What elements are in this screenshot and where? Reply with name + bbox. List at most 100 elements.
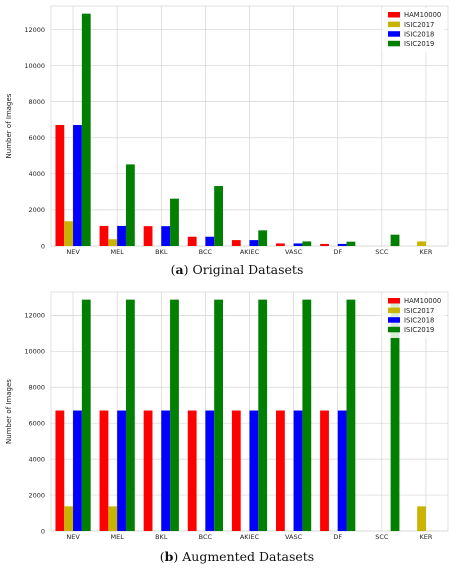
x-tick-label: DF bbox=[333, 248, 342, 256]
caption-letter: b bbox=[164, 549, 174, 564]
legend-swatch-isic2018 bbox=[388, 31, 400, 37]
bar-chart-original: 0 2000 4000 6000 8000 10000 12000 NEV MEL BKL BCC A… bbox=[5, 5, 449, 256]
bar-isic2017-ker bbox=[417, 241, 426, 246]
y-tick-label: 4000 bbox=[28, 170, 45, 178]
legend-label-isic2019: ISIC2019 bbox=[404, 40, 434, 48]
bar-isic2018-bcc bbox=[205, 236, 215, 246]
bar-isic2019-mel bbox=[125, 299, 135, 531]
y-axis-title: Number of Images bbox=[5, 379, 13, 444]
x-tick-label: BCC bbox=[199, 248, 213, 256]
caption-text: Original Datasets bbox=[192, 262, 304, 277]
bar-isic2018-akiec bbox=[249, 240, 259, 246]
bar-isic2019-bkl bbox=[170, 299, 179, 531]
bar-isic2018-nev bbox=[73, 125, 82, 246]
legend-swatch-ham10000 bbox=[388, 298, 400, 304]
caption-letter: a bbox=[175, 262, 184, 277]
bar-chart-augmented: 0 2000 4000 6000 8000 10000 12000 NEV MEL BKL BCC A… bbox=[5, 291, 449, 541]
bar-isic2019-nev bbox=[81, 13, 91, 247]
legend-label-isic2017: ISIC2017 bbox=[404, 21, 434, 29]
legend-label-isic2018: ISIC2018 bbox=[404, 316, 434, 324]
x-tick-label: VASC bbox=[285, 248, 303, 256]
y-tick-label: 10000 bbox=[24, 348, 45, 356]
y-tick-label: 2000 bbox=[28, 491, 45, 499]
caption-text: Augmented Datasets bbox=[182, 549, 315, 564]
bar-isic2017-nev bbox=[64, 221, 74, 246]
bar-isic2019-df bbox=[346, 299, 356, 531]
bar-ham10000-df bbox=[320, 410, 329, 531]
x-tick-label: SCC bbox=[375, 248, 389, 256]
bar-isic2017-mel bbox=[108, 506, 118, 531]
x-tick-label: BKL bbox=[155, 248, 168, 256]
bar-ham10000-mel bbox=[99, 225, 109, 246]
bar-isic2019-df bbox=[346, 241, 356, 246]
x-tick-label: NEV bbox=[66, 533, 80, 541]
bar-isic2018-akiec bbox=[249, 410, 259, 531]
legend-label-isic2019: ISIC2019 bbox=[404, 326, 434, 334]
y-tick-label: 12000 bbox=[24, 312, 45, 320]
y-tick-label: 10000 bbox=[24, 62, 45, 70]
chart-panel-original: 0 2000 4000 6000 8000 10000 12000 NEV MEL BKL BCC A… bbox=[0, 0, 474, 256]
bar-isic2017-ker bbox=[417, 506, 426, 531]
bar-isic2017-mel bbox=[108, 239, 118, 246]
x-tick-label: MEL bbox=[110, 248, 124, 256]
bar-isic2019-scc bbox=[390, 299, 400, 531]
bar-isic2019-nev bbox=[81, 299, 91, 531]
bar-ham10000-akiec bbox=[231, 240, 241, 246]
x-tick-label: KER bbox=[419, 248, 432, 256]
bar-isic2018-bkl bbox=[161, 410, 171, 531]
chart-panel-augmented: 0 2000 4000 6000 8000 10000 12000 NEV MEL BKL BCC A… bbox=[0, 286, 474, 544]
y-tick-label: 4000 bbox=[28, 455, 45, 463]
bar-isic2019-mel bbox=[125, 164, 135, 246]
bar-isic2019-vasc bbox=[302, 299, 312, 531]
y-tick-label: 2000 bbox=[28, 206, 45, 214]
legend-label-ham10000: HAM10000 bbox=[404, 297, 441, 305]
caption-augmented: (b) Augmented Datasets bbox=[159, 549, 315, 564]
x-tick-label: BKL bbox=[155, 533, 168, 541]
bar-isic2018-bcc bbox=[205, 410, 215, 531]
legend-swatch-isic2019 bbox=[388, 40, 400, 47]
legend-swatch-ham10000 bbox=[388, 12, 400, 18]
legend-swatch-isic2018 bbox=[388, 317, 400, 323]
y-tick-label: 8000 bbox=[28, 98, 45, 106]
bar-ham10000-nev bbox=[55, 410, 65, 531]
x-tick-label: DF bbox=[333, 533, 342, 541]
x-tick-label: AKIEC bbox=[240, 248, 260, 256]
x-tick-label: BCC bbox=[199, 533, 213, 541]
x-tick-label: VASC bbox=[285, 533, 303, 541]
bar-isic2018-vasc bbox=[293, 410, 303, 531]
x-tick-label: MEL bbox=[110, 533, 124, 541]
bar-ham10000-akiec bbox=[231, 410, 241, 531]
bar-isic2017-nev bbox=[64, 506, 74, 531]
legend-swatch-isic2019 bbox=[388, 326, 400, 333]
y-tick-label: 6000 bbox=[28, 134, 45, 142]
bar-isic2018-nev bbox=[73, 410, 82, 531]
bar-ham10000-df bbox=[320, 243, 329, 246]
bar-isic2018-df bbox=[337, 243, 347, 246]
y-tick-label: 12000 bbox=[24, 26, 45, 34]
bar-ham10000-bkl bbox=[143, 226, 153, 246]
bar-isic2019-vasc bbox=[302, 241, 312, 246]
bar-isic2019-bcc bbox=[214, 186, 223, 246]
y-tick-label: 6000 bbox=[28, 419, 45, 427]
legend-swatch-isic2017 bbox=[388, 21, 400, 28]
legend-label-isic2017: ISIC2017 bbox=[404, 307, 434, 315]
bar-isic2018-df bbox=[337, 410, 347, 531]
bar-isic2019-bcc bbox=[214, 299, 223, 531]
caption-original: (a) Original Datasets bbox=[170, 262, 304, 277]
bar-ham10000-vasc bbox=[276, 243, 285, 246]
legend-label-isic2018: ISIC2018 bbox=[404, 30, 434, 38]
bar-ham10000-nev bbox=[55, 125, 65, 246]
y-tick-label: 0 bbox=[41, 527, 45, 535]
bar-ham10000-mel bbox=[99, 410, 109, 531]
bar-isic2019-akiec bbox=[258, 299, 268, 531]
y-axis-title: Number of Images bbox=[5, 93, 13, 158]
bar-ham10000-vasc bbox=[276, 410, 285, 531]
y-tick-label: 0 bbox=[41, 242, 45, 250]
bar-ham10000-bkl bbox=[143, 410, 153, 531]
bar-isic2019-scc bbox=[390, 234, 400, 246]
bar-ham10000-bcc bbox=[187, 410, 197, 531]
bar-isic2019-akiec bbox=[258, 230, 268, 246]
x-tick-label: AKIEC bbox=[240, 533, 260, 541]
x-tick-label: SCC bbox=[375, 533, 389, 541]
y-tick-label: 8000 bbox=[28, 384, 45, 392]
